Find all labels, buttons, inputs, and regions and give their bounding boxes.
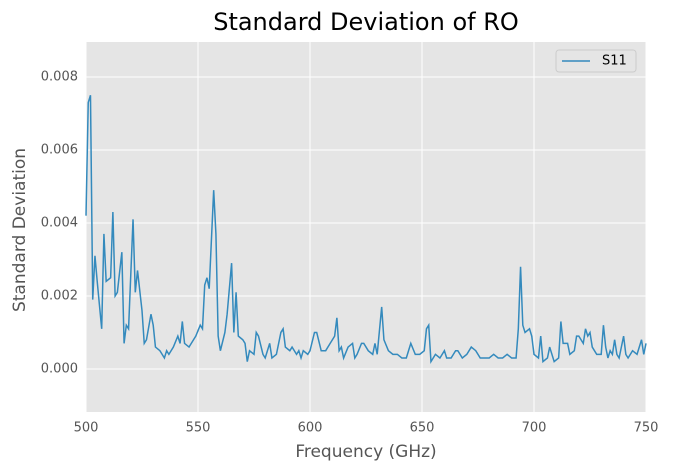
chart-title: Standard Deviation of RO [213,8,519,36]
legend-label: S11 [602,54,627,69]
y-tick-label: 0.000 [41,361,78,376]
y-tick-label: 0.002 [41,288,78,303]
plot-area [86,42,646,412]
y-tick-label: 0.006 [41,143,78,158]
legend-box [555,49,637,73]
x-tick-label: 550 [186,421,211,436]
x-tick-label: 650 [410,421,435,436]
y-tick-label: 0.004 [41,215,78,230]
x-tick-label: 700 [522,421,547,436]
x-tick-label: 500 [74,421,99,436]
x-tick-label: 600 [298,421,323,436]
y-tick-label: 0.008 [41,70,78,85]
data-line [85,95,647,365]
x-axis-label: Frequency (GHz) [295,442,436,462]
y-axis-label: Standard Deviation [10,148,30,312]
x-tick-label: 750 [634,421,659,436]
